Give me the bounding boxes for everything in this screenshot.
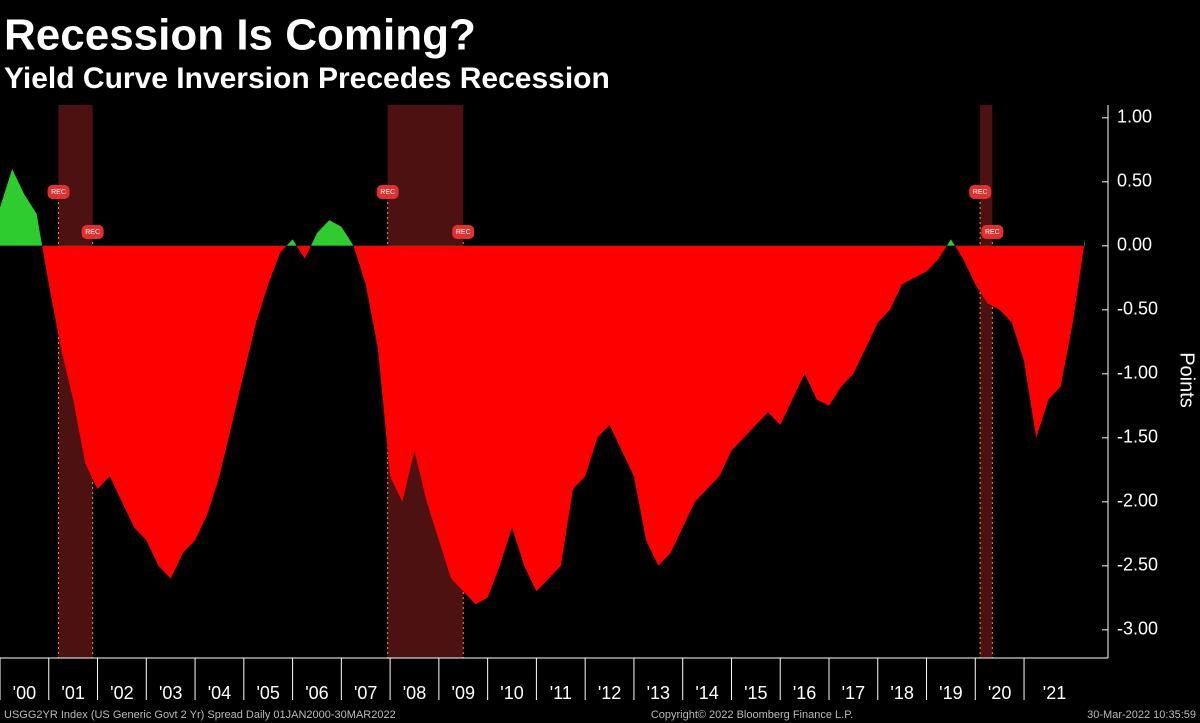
x-tick-label: '15	[744, 683, 767, 703]
recession-badge-label: REC	[51, 189, 66, 196]
x-tick-label: '16	[793, 683, 816, 703]
y-tick-label: 0.00	[1117, 235, 1152, 255]
chart-title: Recession Is Coming?	[4, 11, 476, 60]
recession-badge-label: REC	[456, 229, 471, 236]
x-tick-label: '03	[159, 683, 182, 703]
x-tick-label: '07	[354, 683, 377, 703]
recession-band	[980, 105, 993, 658]
y-tick-label: 1.00	[1117, 107, 1152, 127]
recession-badge	[376, 185, 399, 199]
x-tick-label: '09	[452, 683, 475, 703]
y-tick-label: -0.50	[1117, 299, 1158, 319]
x-tick-label: '04	[208, 683, 231, 703]
y-tick-label: -2.00	[1117, 491, 1158, 511]
footer-right: 30-Mar-2022 10:35:59	[1087, 709, 1196, 721]
footer-center: Copyright© 2022 Bloomberg Finance L.P.	[651, 709, 853, 721]
recession-badge-label: REC	[973, 189, 988, 196]
area-negative	[42, 245, 1085, 605]
x-tick-label: '01	[61, 683, 84, 703]
x-tick-label: '14	[695, 683, 718, 703]
x-tick-label: '06	[305, 683, 328, 703]
recession-badge	[969, 185, 992, 199]
recession-badge	[981, 225, 1004, 239]
recession-badge-label: REC	[985, 229, 1000, 236]
x-tick-label: '11	[550, 683, 572, 703]
x-tick-label: '00	[13, 683, 36, 703]
x-tick-label: '21	[1043, 683, 1066, 703]
recession-badge	[47, 185, 70, 199]
recession-badge-label: REC	[85, 229, 100, 236]
x-tick-label: '10	[500, 683, 523, 703]
x-tick-label: '05	[256, 683, 279, 703]
x-tick-label: '08	[403, 683, 426, 703]
x-tick-label: '20	[988, 683, 1011, 703]
x-tick-label: '18	[890, 683, 913, 703]
y-axis-label: Points	[1176, 352, 1198, 408]
y-tick-label: -3.00	[1117, 619, 1158, 639]
chart-subtitle: Yield Curve Inversion Precedes Recession	[4, 62, 610, 95]
recession-badge	[452, 225, 475, 239]
x-tick-label: '12	[598, 683, 621, 703]
footer-left: USGG2YR Index (US Generic Govt 2 Yr) Spr…	[4, 709, 396, 721]
y-tick-label: -2.50	[1117, 555, 1158, 575]
recession-badge-label: REC	[380, 189, 395, 196]
y-tick-label: -1.50	[1117, 427, 1158, 447]
x-tick-label: '13	[647, 683, 670, 703]
x-tick-label: '02	[110, 683, 133, 703]
recession-badge	[81, 225, 104, 239]
y-tick-label: -1.00	[1117, 363, 1158, 383]
x-tick-label: '17	[842, 683, 865, 703]
y-tick-label: 0.50	[1117, 171, 1152, 191]
x-tick-label: '19	[939, 683, 962, 703]
